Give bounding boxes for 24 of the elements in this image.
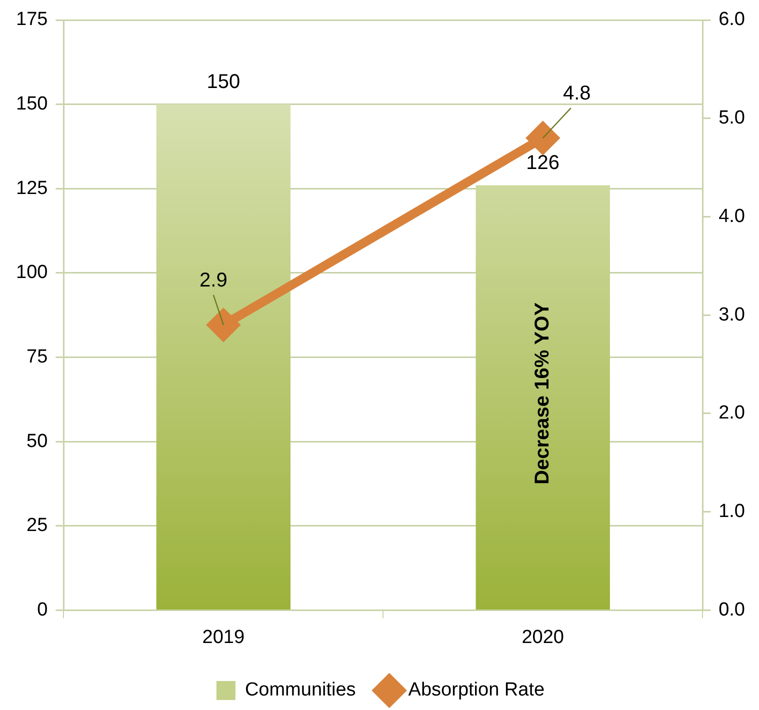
y-tick-label: 0 <box>37 599 48 620</box>
annotation: Decrease 16% YOY <box>531 302 554 484</box>
y-tick-label: 175 <box>16 9 48 30</box>
y-tick-label: 75 <box>26 346 48 368</box>
data-label: 4.8 <box>562 82 591 105</box>
y-tick-label: 125 <box>16 178 48 199</box>
data-label: 150 <box>206 70 240 93</box>
y-tick-label: 150 <box>16 94 48 115</box>
x-tick-label: 2020 <box>522 626 564 648</box>
y2-tick-label: 2.0 <box>718 402 746 424</box>
y2-tick-label: 4.0 <box>718 206 746 227</box>
y-tick-label: 100 <box>16 262 48 284</box>
data-label: 126 <box>526 152 560 174</box>
legend-label: Communities <box>244 680 356 701</box>
y2-tick-label: 5.0 <box>718 108 746 129</box>
y2-tick-label: 0.0 <box>718 599 746 620</box>
x-tick-label: 2019 <box>202 626 245 648</box>
y-tick-label: 50 <box>26 430 48 452</box>
y2-tick-label: 1.0 <box>718 501 746 522</box>
data-label: 2.9 <box>200 269 228 292</box>
y2-tick-label: 6.0 <box>718 9 746 30</box>
legend-label: Absorption Rate <box>408 680 545 701</box>
y-tick-label: 25 <box>26 515 48 536</box>
y2-tick-label: 3.0 <box>718 304 746 326</box>
